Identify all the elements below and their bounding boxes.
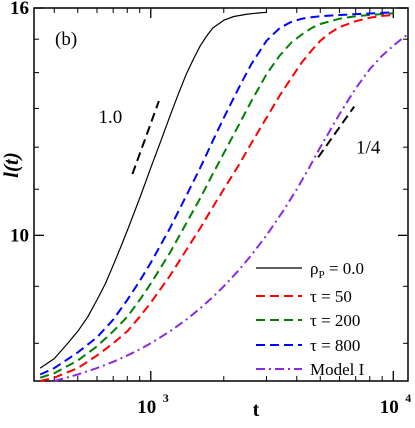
y-axis-label: l(t) <box>0 152 23 178</box>
legend: ρP = 0.0 τ = 50 τ = 200 τ = 800 Model I <box>256 259 365 379</box>
series-layer <box>39 11 409 382</box>
panel-label: (b) <box>55 29 77 50</box>
slope-guide-label: 1/4 <box>356 138 381 159</box>
legend-label: τ = 200 <box>310 311 360 330</box>
series-line-3 <box>39 11 394 376</box>
slope-guide-label: 1.0 <box>99 107 123 128</box>
series-line-1 <box>39 14 394 382</box>
slope-guides: 1.0 1/4 <box>99 100 381 175</box>
x-tick-label: 10 <box>380 397 399 418</box>
y-tick-label: 10 <box>10 225 29 246</box>
plot-frame <box>33 7 409 382</box>
slope-guide-line <box>317 106 356 158</box>
series-line-2 <box>39 12 394 379</box>
slope-guide-line <box>131 100 160 175</box>
x-tick-exponent: 3 <box>163 391 169 405</box>
x-tick-exponent: 4 <box>405 391 411 405</box>
x-axis-label: t <box>253 399 260 421</box>
series-line-4 <box>54 33 409 382</box>
legend-label: τ = 800 <box>310 336 360 355</box>
y-tick-label: 16 <box>10 0 29 19</box>
legend-label: τ = 50 <box>310 287 352 306</box>
legend-label: Model I <box>310 360 365 379</box>
ticks-layer: 10 3 10 4 10 16 <box>10 0 411 418</box>
x-tick-label: 10 <box>137 397 156 418</box>
legend-label: ρP = 0.0 <box>310 259 364 281</box>
series-line-0 <box>39 11 267 369</box>
